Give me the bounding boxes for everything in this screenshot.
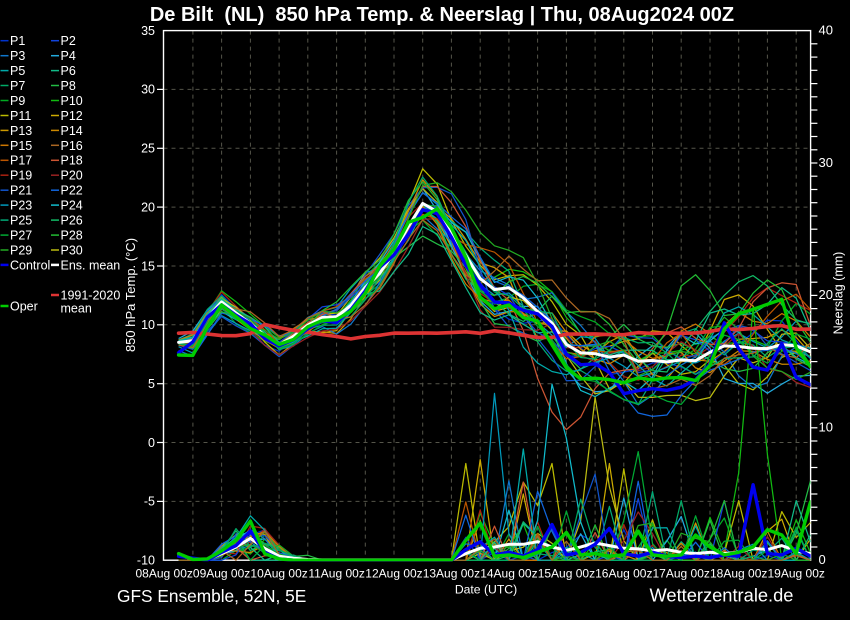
svg-text:11Aug 00z: 11Aug 00z [308, 566, 365, 580]
svg-text:18Aug 00z: 18Aug 00z [710, 566, 767, 580]
svg-text:P7: P7 [10, 79, 25, 93]
svg-text:P23: P23 [10, 199, 32, 213]
svg-text:P16: P16 [61, 139, 83, 153]
svg-text:P6: P6 [61, 64, 76, 78]
svg-text:1991-2020: 1991-2020 [61, 288, 121, 302]
svg-text:15Aug 00z: 15Aug 00z [538, 566, 595, 580]
svg-text:10: 10 [819, 420, 833, 435]
svg-text:P27: P27 [10, 229, 32, 243]
svg-text:P13: P13 [10, 124, 32, 138]
svg-text:P11: P11 [10, 109, 31, 123]
svg-text:P14: P14 [61, 124, 83, 138]
svg-text:P26: P26 [61, 214, 83, 228]
svg-text:Wetterzentrale.de: Wetterzentrale.de [650, 584, 794, 605]
svg-text:P2: P2 [61, 34, 76, 48]
svg-text:P3: P3 [10, 49, 25, 63]
svg-text:mean: mean [61, 301, 92, 315]
svg-text:Neerslag (mm): Neerslag (mm) [832, 252, 846, 335]
svg-text:GFS Ensemble, 52N, 5E: GFS Ensemble, 52N, 5E [117, 586, 306, 606]
svg-text:30: 30 [819, 155, 833, 170]
svg-text:P29: P29 [10, 243, 32, 257]
svg-text:19Aug 00z: 19Aug 00z [768, 566, 825, 580]
svg-text:0: 0 [819, 552, 826, 567]
svg-text:P20: P20 [61, 169, 83, 183]
svg-text:15: 15 [141, 259, 155, 273]
svg-text:10Aug 00z: 10Aug 00z [250, 566, 307, 580]
svg-text:P24: P24 [61, 199, 83, 213]
svg-text:P12: P12 [61, 109, 83, 123]
svg-text:0: 0 [148, 436, 155, 450]
svg-text:De Bilt (NL) 850 hPa Temp. &: De Bilt (NL) 850 hPa Temp. & Neerslag | … [150, 4, 734, 26]
svg-text:40: 40 [819, 22, 833, 37]
svg-text:Date (UTC): Date (UTC) [455, 582, 517, 596]
svg-text:20: 20 [819, 287, 833, 302]
svg-text:12Aug 00z: 12Aug 00z [365, 566, 422, 580]
svg-text:09Aug 00z: 09Aug 00z [193, 566, 250, 580]
svg-text:P15: P15 [10, 139, 32, 153]
svg-text:P10: P10 [61, 94, 83, 108]
svg-text:P30: P30 [61, 243, 83, 257]
svg-text:16Aug 00z: 16Aug 00z [595, 566, 652, 580]
svg-text:5: 5 [148, 377, 155, 391]
svg-text:P5: P5 [10, 64, 25, 78]
svg-text:35: 35 [141, 24, 155, 38]
svg-text:Oper: Oper [10, 299, 38, 313]
svg-text:-10: -10 [137, 554, 155, 568]
svg-text:10: 10 [141, 318, 155, 332]
svg-text:30: 30 [141, 83, 155, 97]
svg-text:25: 25 [141, 142, 155, 156]
svg-text:P8: P8 [61, 79, 76, 93]
svg-text:P4: P4 [61, 49, 76, 63]
svg-text:08Aug 00z: 08Aug 00z [136, 566, 193, 580]
svg-text:Control: Control [10, 258, 50, 272]
svg-text:14Aug 00z: 14Aug 00z [480, 566, 537, 580]
svg-text:17Aug 00z: 17Aug 00z [653, 566, 710, 580]
svg-text:P9: P9 [10, 94, 25, 108]
svg-text:850 hPa Temp. (°C): 850 hPa Temp. (°C) [123, 238, 138, 352]
svg-text:-5: -5 [144, 495, 155, 509]
svg-text:13Aug 00z: 13Aug 00z [423, 566, 480, 580]
svg-text:P22: P22 [61, 184, 83, 198]
svg-text:P17: P17 [10, 154, 32, 168]
svg-text:20: 20 [141, 200, 155, 214]
svg-text:P21: P21 [10, 184, 32, 198]
svg-text:P25: P25 [10, 214, 32, 228]
svg-text:P19: P19 [10, 169, 32, 183]
svg-text:P18: P18 [61, 154, 83, 168]
svg-text:Ens. mean: Ens. mean [61, 258, 121, 272]
svg-text:P28: P28 [61, 229, 83, 243]
svg-text:P1: P1 [10, 34, 25, 48]
